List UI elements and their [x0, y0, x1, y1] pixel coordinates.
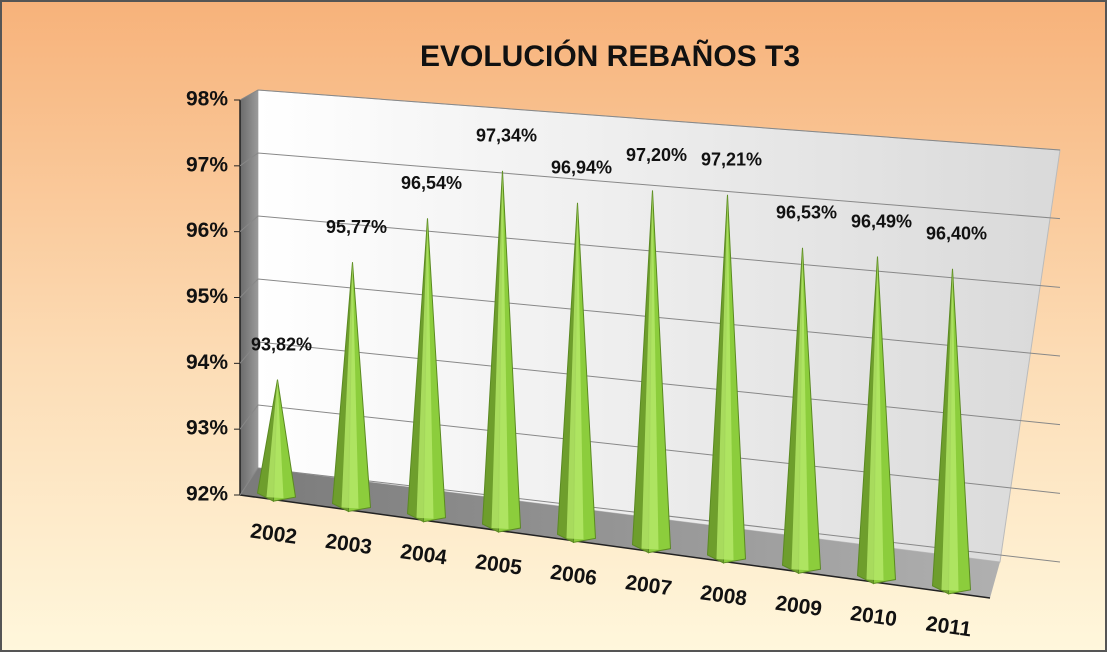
- value-label: 97,34%: [476, 126, 537, 146]
- pyramid: [256, 379, 297, 502]
- grid-line: [239, 152, 1061, 220]
- pyramid-face: [941, 268, 959, 591]
- value-label: 97,20%: [626, 145, 687, 165]
- value-label: 97,21%: [701, 150, 762, 170]
- pyramid: [406, 218, 447, 523]
- pyramid: [631, 190, 672, 554]
- pyramid: [781, 247, 822, 575]
- grid-line: [239, 215, 1061, 288]
- value-label: 93,82%: [251, 334, 312, 354]
- value-label: 95,77%: [326, 217, 387, 237]
- pyramid-face: [416, 218, 434, 519]
- chart-title: EVOLUCIÓN REBAÑOS T3: [420, 39, 800, 73]
- pyramid: [481, 170, 522, 533]
- value-label: 96,53%: [776, 203, 837, 223]
- pyramid: [556, 202, 597, 544]
- grid-line: [239, 89, 1061, 151]
- y-tick-label: 95%: [186, 285, 228, 308]
- side-wall: [240, 90, 258, 495]
- pyramid: [931, 268, 972, 595]
- value-label: 96,40%: [926, 224, 987, 244]
- pyramid: [706, 194, 747, 564]
- pyramid-face: [491, 170, 509, 530]
- y-tick-label: 94%: [186, 351, 228, 374]
- y-tick-label: 92%: [186, 483, 228, 506]
- pyramid-face: [266, 379, 284, 499]
- grid-line: [239, 278, 1061, 357]
- value-label: 96,94%: [551, 158, 612, 178]
- y-tick-label: 97%: [186, 153, 228, 176]
- pyramid-face: [791, 247, 809, 571]
- value-label: 96,49%: [851, 211, 912, 231]
- pyramid: [331, 262, 372, 513]
- y-tick-label: 98%: [186, 88, 228, 111]
- y-tick-label: 93%: [186, 417, 228, 440]
- value-label: 96,54%: [401, 173, 462, 193]
- pyramid-face: [566, 202, 584, 540]
- pyramid-face: [641, 190, 659, 550]
- pyramid-face: [716, 194, 734, 560]
- x-axis: [239, 494, 991, 599]
- pyramid-face: [866, 256, 884, 581]
- pyramid: [856, 256, 897, 585]
- plot-area: 92%93%94%95%96%97%98%93,82%200295,77%200…: [186, 88, 1061, 642]
- y-tick-label: 96%: [186, 219, 228, 242]
- pyramid-face: [341, 262, 359, 509]
